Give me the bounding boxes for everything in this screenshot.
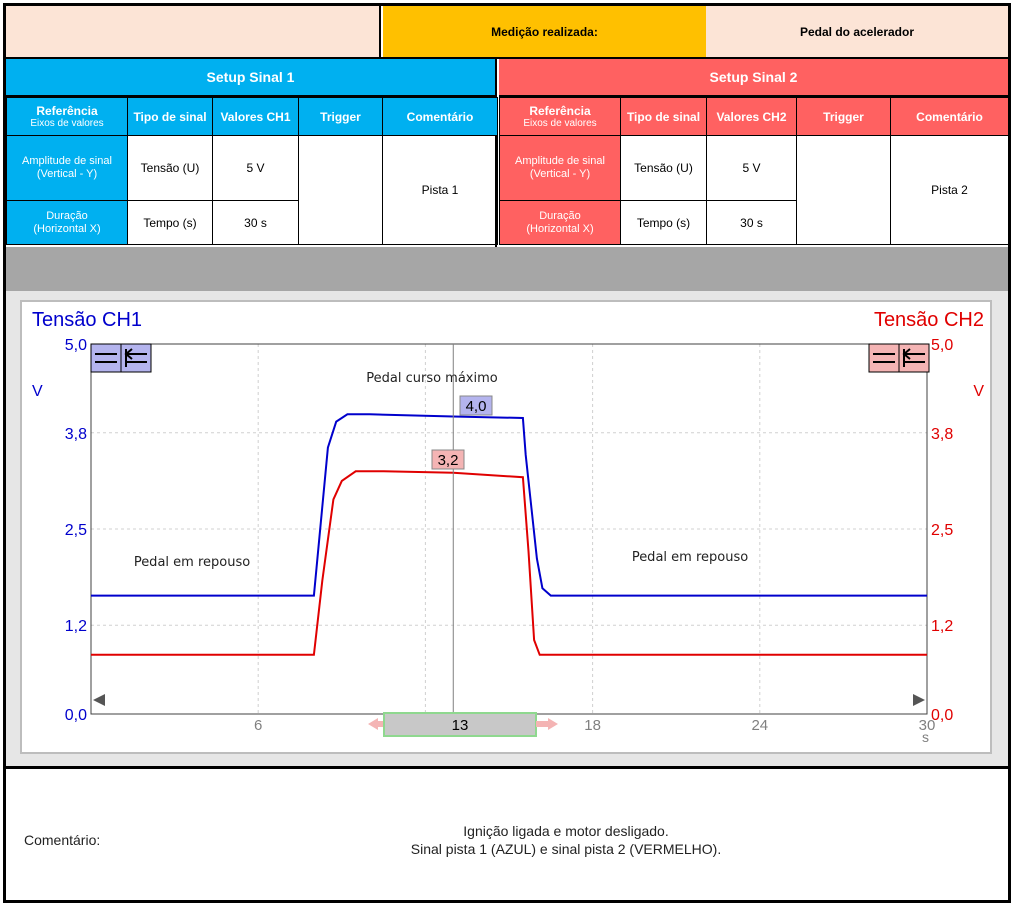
col-referencia: Referência Eixos de valores bbox=[499, 97, 621, 136]
row-amplitude-label: Amplitude de sinal (Vertical - Y) bbox=[499, 135, 621, 201]
cursor-right-arrow-icon[interactable] bbox=[548, 718, 558, 730]
comment-line-1: Ignição ligada e motor desligado. bbox=[463, 823, 669, 839]
trigger-cell bbox=[298, 135, 383, 245]
row-duracao-label: Duração (Horizontal X) bbox=[499, 200, 621, 245]
col-comentario: Comentário bbox=[890, 97, 1009, 136]
oscilloscope-screen: 0,00,01,21,22,52,53,83,85,05,0612182430 … bbox=[20, 300, 992, 754]
comment-line-2: Sinal pista 1 (AZUL) e sinal pista 2 (VE… bbox=[410, 841, 722, 857]
x-tick-label: 6 bbox=[254, 717, 262, 734]
y-tick-left: 3,8 bbox=[65, 426, 87, 443]
x-tick-label: 24 bbox=[751, 717, 768, 734]
header-blank-cell bbox=[6, 6, 381, 57]
setup-signal-1: Setup Sinal 1 Referência Eixos de valores… bbox=[6, 59, 498, 247]
setup-signal-2: Setup Sinal 2 Referência Eixos de valores… bbox=[499, 59, 1009, 247]
ch2-title: Tensão CH2 bbox=[874, 309, 984, 331]
col-trigger: Trigger bbox=[796, 97, 891, 136]
col-tipo-sinal: Tipo de sinal bbox=[127, 97, 213, 136]
ch1-arrow-left-icon[interactable] bbox=[120, 343, 152, 373]
row-amplitude-label: Amplitude de sinal (Vertical - Y) bbox=[6, 135, 128, 201]
x-unit: s bbox=[922, 729, 929, 745]
y-tick-right: 3,8 bbox=[931, 426, 953, 443]
annotation-pedal-max: Pedal curso máximo bbox=[366, 371, 498, 386]
comment-label: Comentário: bbox=[24, 832, 101, 848]
row-duracao-tipo: Tempo (s) bbox=[127, 200, 213, 245]
ch2-unit: V bbox=[973, 383, 984, 400]
report-frame: Medição realizada: Pedal do acelerador S… bbox=[3, 3, 1011, 903]
setup-1-table: Referência Eixos de valores Tipo de sinal… bbox=[6, 97, 498, 245]
row-duracao-valor: 30 s bbox=[706, 200, 797, 245]
comentario-cell: Pista 2 bbox=[890, 135, 1009, 245]
cursor-value: 13 bbox=[452, 717, 469, 734]
series-line-tenso-ch2 bbox=[91, 470, 927, 656]
y-tick-right: 0,0 bbox=[931, 707, 953, 724]
measure-value: Pedal do acelerador bbox=[706, 6, 1008, 57]
ch2-scale-button[interactable] bbox=[868, 343, 900, 373]
ch1-offset-icon[interactable] bbox=[93, 694, 105, 706]
y-tick-left: 0,0 bbox=[65, 707, 87, 724]
setup-2-title: Setup Sinal 2 bbox=[499, 59, 1008, 97]
comment-text: Ignição ligada e motor desligado. Sinal … bbox=[316, 822, 816, 858]
cursor-slider[interactable]: 13 bbox=[368, 712, 558, 737]
trigger-cell bbox=[796, 135, 891, 245]
ch1-scale-button[interactable] bbox=[90, 343, 122, 373]
ch1-title: Tensão CH1 bbox=[32, 309, 142, 331]
ch1-marker-value: 4,0 bbox=[466, 398, 487, 415]
row-amplitude-tipo: Tensão (U) bbox=[127, 135, 213, 201]
ch1-unit: V bbox=[32, 383, 43, 400]
y-tick-left: 5,0 bbox=[65, 337, 87, 354]
series-line-tenso-ch1 bbox=[91, 413, 927, 597]
comment-section: Comentário: Ignição ligada e motor desli… bbox=[6, 772, 1008, 900]
x-tick-label: 30 bbox=[919, 717, 936, 734]
y-tick-right: 5,0 bbox=[931, 337, 953, 354]
ch2-arrow-left-icon[interactable] bbox=[898, 343, 930, 373]
oscilloscope-panel: 0,00,01,21,22,52,53,83,85,05,0612182430 … bbox=[6, 291, 1008, 769]
setup-2-table: Referência Eixos de valores Tipo de sinal… bbox=[499, 97, 1009, 245]
row-duracao-tipo: Tempo (s) bbox=[620, 200, 707, 245]
y-tick-right: 1,2 bbox=[931, 618, 953, 635]
annotation-pedal-rest-right: Pedal em repouso bbox=[632, 550, 748, 565]
y-tick-left: 2,5 bbox=[65, 522, 87, 539]
ch2-offset-icon[interactable] bbox=[913, 694, 925, 706]
separator-band bbox=[6, 247, 1008, 291]
ch1-cursor-marker: 4,0 bbox=[459, 395, 493, 416]
x-tick-label: 18 bbox=[584, 717, 601, 734]
oscilloscope-chart: 0,00,01,21,22,52,53,83,85,05,0612182430 … bbox=[32, 309, 984, 745]
row-amplitude-valor: 5 V bbox=[212, 135, 299, 201]
col-referencia: Referência Eixos de valores bbox=[6, 97, 128, 136]
col-tipo-sinal: Tipo de sinal bbox=[620, 97, 707, 136]
y-tick-right: 2,5 bbox=[931, 522, 953, 539]
ch2-marker-value: 3,2 bbox=[438, 452, 459, 469]
comentario-cell: Pista 1 bbox=[382, 135, 498, 245]
row-amplitude-valor: 5 V bbox=[706, 135, 797, 201]
annotation-pedal-rest-left: Pedal em repouso bbox=[134, 555, 250, 570]
cursor-left-arrow-icon[interactable] bbox=[368, 718, 378, 730]
col-valores: Valores CH2 bbox=[706, 97, 797, 136]
measure-label: Medição realizada: bbox=[383, 6, 706, 57]
ch2-cursor-marker: 3,2 bbox=[431, 449, 465, 470]
col-trigger: Trigger bbox=[298, 97, 383, 136]
row-duracao-valor: 30 s bbox=[212, 200, 299, 245]
header-row: Medição realizada: Pedal do acelerador bbox=[6, 6, 1008, 59]
row-amplitude-tipo: Tensão (U) bbox=[620, 135, 707, 201]
col-comentario: Comentário bbox=[382, 97, 498, 136]
setup-1-title: Setup Sinal 1 bbox=[6, 59, 495, 97]
col-valores: Valores CH1 bbox=[212, 97, 299, 136]
row-duracao-label: Duração (Horizontal X) bbox=[6, 200, 128, 245]
y-tick-left: 1,2 bbox=[65, 618, 87, 635]
